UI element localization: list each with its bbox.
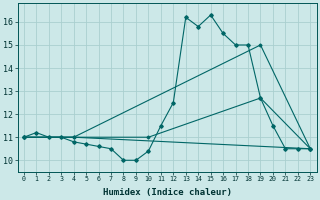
X-axis label: Humidex (Indice chaleur): Humidex (Indice chaleur) xyxy=(103,188,232,197)
